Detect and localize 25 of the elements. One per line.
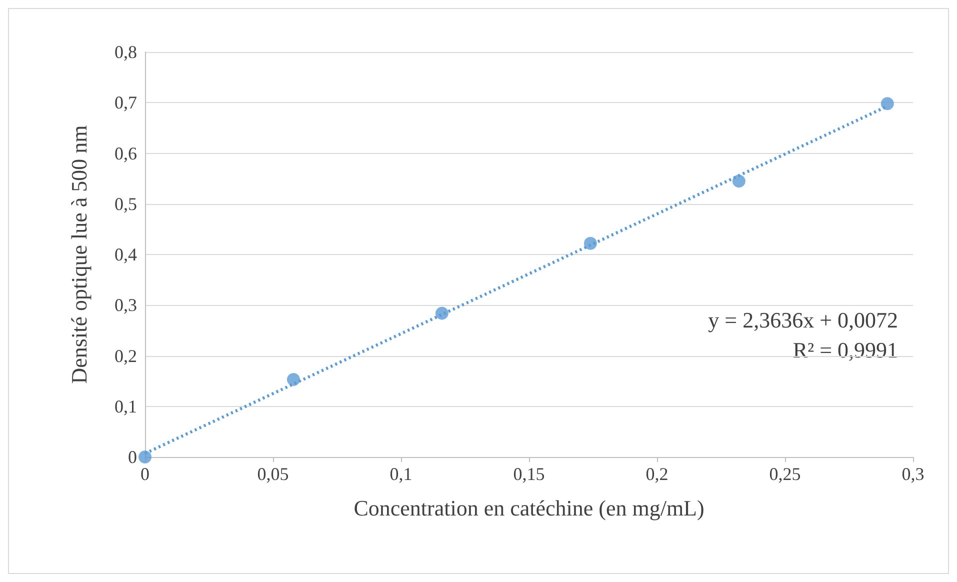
x-tick-label: 0,2 — [646, 464, 668, 484]
x-tick-label: 0,15 — [513, 464, 545, 484]
point — [732, 174, 746, 188]
x-tick-label: 0,25 — [769, 464, 801, 484]
point — [138, 450, 152, 464]
y-axis-title: Densité optique lue à 500 nm — [66, 125, 92, 384]
y-tick-label: 0,7 — [114, 92, 137, 113]
y-tick-label: 0,6 — [114, 143, 137, 164]
y-tick-label: 0,1 — [114, 396, 137, 416]
x-tick-label: 0 — [140, 464, 150, 484]
y-tick-label: 0 — [128, 447, 137, 467]
annotation: y = 2,3636x + 0,0072 — [708, 308, 898, 332]
point — [880, 97, 894, 110]
point — [435, 306, 448, 320]
point — [286, 373, 300, 386]
x-tick-label: 0,05 — [257, 464, 289, 484]
x-axis-title: Concentration en catéchine (en mg/mL) — [354, 496, 704, 520]
y-tick-label: 0,2 — [114, 346, 137, 366]
y-tick-label: 0,3 — [114, 295, 137, 316]
x-tick-label: 0,1 — [390, 464, 412, 484]
y-tick-label: 0,8 — [114, 42, 137, 62]
y-tick-label: 0,5 — [114, 194, 137, 214]
point — [584, 236, 597, 250]
y-tick-label: 0,4 — [114, 244, 137, 264]
x-tick-label: 0,3 — [902, 464, 924, 484]
